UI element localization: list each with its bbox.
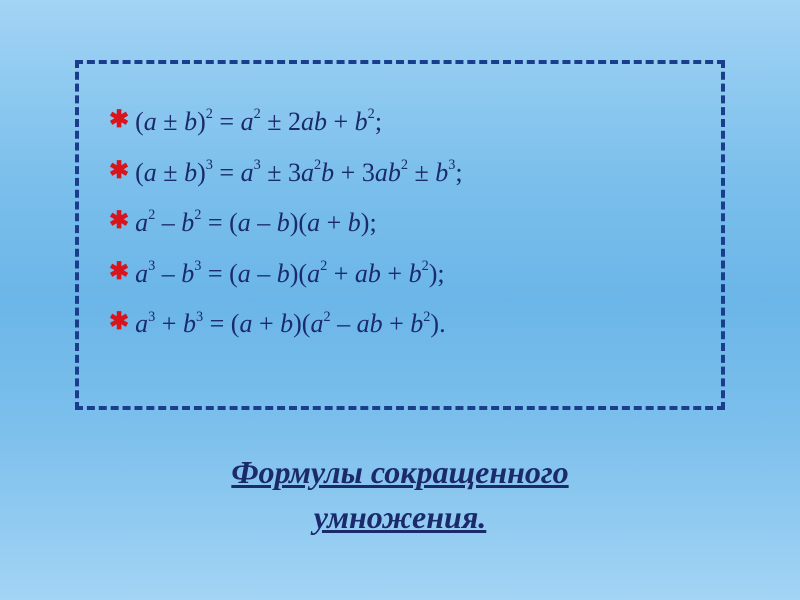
- formula-expr: a3 + b3 = (a + b)(a2 – ab + b2).: [135, 306, 445, 342]
- caption-line2: умножения.: [314, 499, 487, 535]
- bullet-star-icon: ✱: [109, 104, 129, 138]
- formula-expr: (a ± b)2 = a2 ± 2ab + b2;: [135, 104, 382, 140]
- bullet-star-icon: ✱: [109, 205, 129, 239]
- formula-line: ✱ (a ± b)3 = a3 ± 3a2b + 3ab2 ± b3;: [109, 155, 691, 192]
- caption: Формулы сокращенного умножения.: [0, 450, 800, 540]
- bullet-star-icon: ✱: [109, 155, 129, 189]
- formula-box: ✱ (a ± b)2 = a2 ± 2ab + b2; ✱ (a ± b)3 =…: [75, 60, 725, 410]
- formula-expr: a3 – b3 = (a – b)(a2 + ab + b2);: [135, 256, 445, 292]
- formula-expr: (a ± b)3 = a3 ± 3a2b + 3ab2 ± b3;: [135, 155, 463, 191]
- caption-line1: Формулы сокращенного: [231, 454, 568, 490]
- formula-line: ✱ a3 – b3 = (a – b)(a2 + ab + b2);: [109, 256, 691, 293]
- formula-line: ✱ (a ± b)2 = a2 ± 2ab + b2;: [109, 104, 691, 141]
- formula-line: ✱ a3 + b3 = (a + b)(a2 – ab + b2).: [109, 306, 691, 343]
- bullet-star-icon: ✱: [109, 306, 129, 340]
- bullet-star-icon: ✱: [109, 256, 129, 290]
- formula-line: ✱ a2 – b2 = (a – b)(a + b);: [109, 205, 691, 242]
- formula-expr: a2 – b2 = (a – b)(a + b);: [135, 205, 377, 241]
- slide: ✱ (a ± b)2 = a2 ± 2ab + b2; ✱ (a ± b)3 =…: [0, 0, 800, 600]
